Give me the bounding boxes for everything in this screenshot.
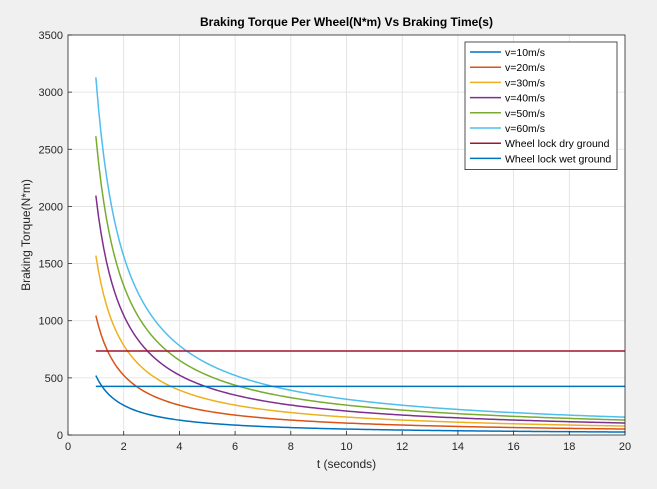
y-tick-label: 2500 <box>39 144 63 156</box>
x-tick-label: 0 <box>65 441 71 453</box>
axis-ticks: 0 2 4 6 8 10 12 14 16 18 20 0 500 1000 1500 2000 2500 300… <box>39 30 632 453</box>
x-tick-label: 8 <box>288 441 294 453</box>
legend-label: Wheel lock wet ground <box>505 153 611 165</box>
series-line <box>95 255 626 427</box>
y-tick-label: 3500 <box>39 30 63 42</box>
legend-label: v=40m/s <box>505 93 545 105</box>
legend: v=10m/s v=20m/s v=30m/s v=40m/s v=50m/s v=60m… <box>464 41 618 170</box>
legend-label: v=20m/s <box>505 62 545 74</box>
y-tick-label: 2000 <box>39 201 63 213</box>
x-tick-label: 6 <box>232 441 238 453</box>
x-tick-label: 16 <box>507 441 519 453</box>
x-tick-label: 2 <box>121 441 127 453</box>
y-tick-label: 1500 <box>39 259 63 271</box>
series-line <box>95 195 626 424</box>
x-tick-label: 10 <box>340 441 352 453</box>
y-axis-label: Braking Torque(N*m) <box>19 179 33 291</box>
legend-label: v=10m/s <box>505 47 545 59</box>
series-line <box>95 375 626 433</box>
x-tick-label: 4 <box>176 441 182 453</box>
y-tick-label: 1000 <box>39 316 63 328</box>
legend-label: v=50m/s <box>505 108 545 120</box>
legend-label: v=30m/s <box>505 77 545 89</box>
legend-box <box>464 41 618 170</box>
series-line <box>95 136 626 421</box>
series-lines <box>95 77 626 433</box>
x-axis-label: t (seconds) <box>317 457 376 471</box>
series-line <box>95 315 626 430</box>
x-tick-label: 12 <box>396 441 408 453</box>
legend-label: Wheel lock dry ground <box>505 138 610 150</box>
x-tick-label: 20 <box>619 441 631 453</box>
legend-label: v=60m/s <box>505 123 545 135</box>
y-tick-label: 3000 <box>39 87 63 99</box>
x-tick-label: 18 <box>563 441 575 453</box>
series-line <box>95 77 626 418</box>
x-tick-label: 14 <box>452 441 464 453</box>
chart-title: Braking Torque Per Wheel(N*m) Vs Braking… <box>200 15 493 29</box>
y-tick-label: 0 <box>57 430 63 442</box>
y-tick-label: 500 <box>45 373 63 385</box>
